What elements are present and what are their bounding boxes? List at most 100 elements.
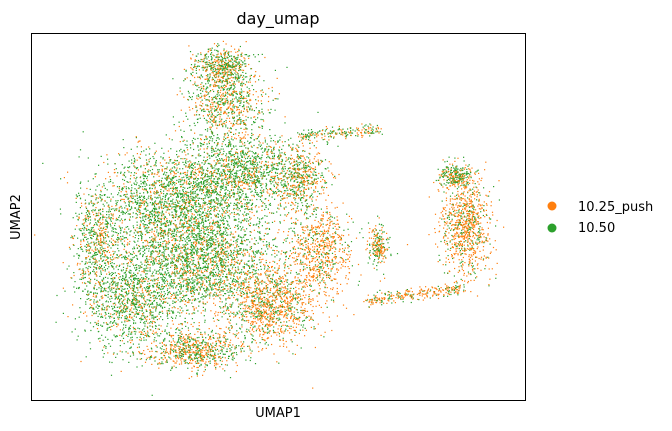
point-10-50 [233, 257, 235, 259]
point-10-50 [266, 172, 268, 174]
point-10-50 [205, 280, 207, 282]
point-10-50 [231, 281, 233, 283]
point-10-50 [191, 250, 194, 252]
point-10-50 [218, 319, 220, 321]
point-10-25-push [144, 171, 147, 174]
point-10-50 [143, 280, 145, 283]
point-10-50 [142, 196, 144, 198]
point-10-50 [229, 170, 231, 172]
point-10-50 [194, 203, 196, 205]
point-10-50 [166, 193, 169, 195]
point-10-50 [162, 207, 165, 209]
point-10-50 [194, 162, 197, 164]
point-10-25-push [251, 167, 253, 169]
point-10-25-push [175, 189, 177, 191]
point-10-50 [283, 179, 285, 181]
point-10-50 [174, 271, 176, 273]
point-10-50 [103, 205, 105, 207]
point-10-50 [99, 281, 101, 283]
point-10-25-push [210, 270, 212, 272]
point-10-50 [144, 264, 146, 266]
point-10-50 [196, 188, 199, 191]
point-10-50 [195, 289, 198, 291]
point-10-25-push [174, 242, 176, 244]
point-10-25-push [227, 273, 229, 275]
point-10-50 [189, 281, 191, 283]
point-10-25-push [159, 229, 161, 231]
point-10-50 [197, 187, 199, 189]
point-10-50 [187, 170, 189, 172]
point-10-25-push [176, 226, 178, 228]
point-10-50 [212, 233, 214, 235]
point-10-25-push [245, 183, 247, 185]
point-10-50 [179, 168, 181, 170]
point-10-50 [202, 298, 204, 300]
point-10-50 [229, 174, 231, 176]
point-10-50 [208, 241, 210, 244]
point-10-50 [187, 253, 189, 255]
point-10-25-push [205, 260, 207, 262]
point-10-50 [228, 225, 230, 227]
point-10-50 [192, 287, 194, 289]
point-10-25-push [114, 241, 116, 243]
point-10-25-push [179, 223, 181, 225]
point-10-50 [307, 238, 309, 240]
point-10-50 [273, 184, 275, 186]
point-10-50 [191, 216, 193, 218]
point-10-50 [261, 172, 263, 174]
point-10-50 [146, 260, 148, 262]
point-10-25-push [143, 202, 145, 204]
point-10-50 [182, 172, 184, 174]
point-10-25-push [221, 175, 223, 177]
point-10-50 [170, 251, 172, 253]
point-10-50 [198, 153, 200, 155]
point-10-50 [196, 276, 198, 278]
point-10-25-push [195, 265, 197, 267]
point-10-50 [211, 167, 213, 169]
point-10-25-push [173, 245, 175, 247]
point-10-25-push [237, 277, 239, 279]
point-10-50 [106, 196, 108, 198]
point-10-50 [185, 217, 187, 219]
point-10-50 [272, 244, 275, 246]
point-10-50 [232, 259, 234, 261]
point-10-50 [212, 295, 214, 297]
point-10-50 [206, 249, 208, 251]
point-10-50 [274, 261, 276, 263]
point-10-25-push [162, 214, 164, 216]
point-10-25-push [147, 267, 149, 269]
point-10-50 [158, 221, 161, 223]
point-10-50 [207, 275, 210, 277]
point-10-50 [209, 175, 211, 177]
point-10-50 [164, 248, 166, 250]
point-10-50 [242, 190, 244, 192]
point-10-50 [161, 210, 164, 213]
point-10-50 [118, 209, 120, 211]
point-10-50 [275, 286, 277, 288]
point-10-50 [202, 199, 205, 201]
point-10-50 [194, 192, 196, 195]
point-10-50 [188, 278, 191, 280]
point-10-50 [216, 144, 218, 146]
point-10-50 [171, 247, 173, 249]
point-10-50 [176, 259, 178, 261]
point-10-25-push [153, 230, 155, 232]
point-10-25-push [157, 273, 159, 275]
point-10-50 [174, 208, 176, 210]
point-10-50 [87, 180, 89, 182]
point-10-25-push [241, 173, 243, 175]
point-10-25-push [209, 227, 211, 230]
point-10-50 [233, 163, 235, 165]
point-10-50 [125, 237, 127, 239]
point-10-50 [217, 232, 219, 234]
point-10-50 [225, 285, 227, 287]
point-10-50 [147, 170, 149, 172]
point-10-25-push [277, 204, 279, 206]
point-10-50 [170, 310, 172, 312]
point-10-50 [187, 279, 189, 281]
point-10-25-push [174, 243, 176, 245]
point-10-25-push [212, 173, 214, 175]
point-10-50 [232, 280, 234, 282]
point-10-25-push [181, 247, 183, 249]
point-10-25-push [248, 288, 250, 290]
